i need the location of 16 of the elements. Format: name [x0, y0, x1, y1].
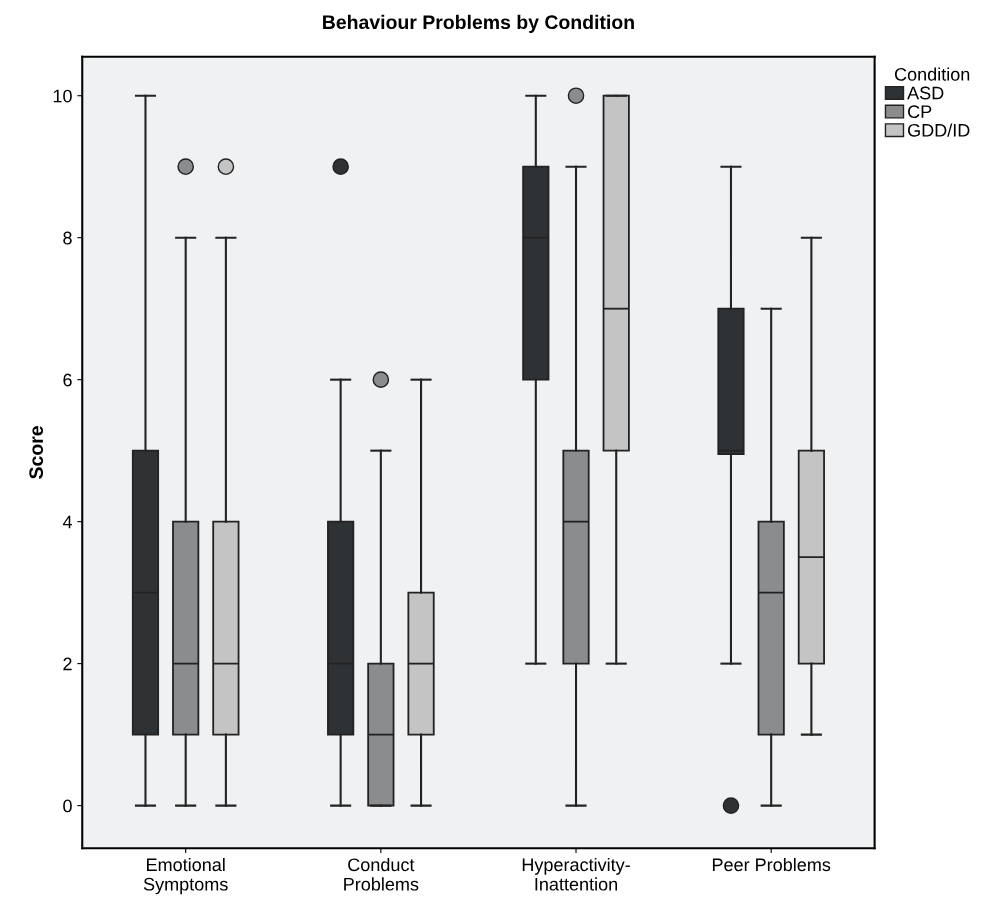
x-tick-label: Hyperactivity- Inattention: [522, 857, 630, 891]
y-tick-label: 6: [63, 373, 72, 387]
y-tick-label: 0: [63, 799, 72, 813]
y-tick-label: 4: [62, 515, 72, 529]
chart-title: Behaviour Problems by Condition: [323, 14, 634, 33]
legend-label: CP: [908, 105, 932, 119]
y-tick-label: 8: [63, 231, 72, 245]
y-tick-label: 2: [63, 657, 72, 671]
y-tick-label: 10: [53, 89, 72, 103]
x-tick-label: Peer Problems: [712, 857, 831, 872]
legend-title: Condition: [894, 67, 970, 81]
x-tick-label: Conduct Problems: [344, 857, 419, 891]
legend-label: ASD: [907, 86, 944, 100]
legend-label: GDD/ID: [908, 123, 970, 137]
x-tick-label: Emotional Symptoms: [143, 857, 228, 895]
y-axis-title: Score: [29, 426, 44, 479]
